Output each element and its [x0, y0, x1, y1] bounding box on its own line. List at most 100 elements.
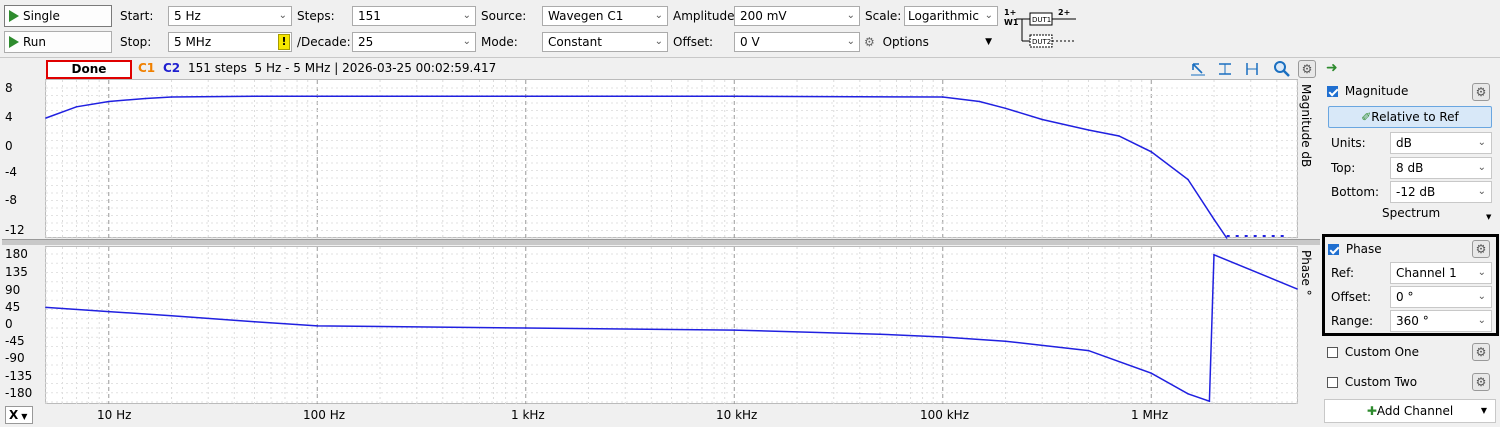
amplitude-input[interactable]: 200 mV ⌄ — [734, 6, 860, 26]
ref-select[interactable]: Channel 1 ⌄ — [1390, 262, 1492, 284]
cursor-icon[interactable] — [1190, 61, 1206, 77]
offset-input[interactable]: 0 V ⌄ — [734, 32, 860, 52]
phase-settings-icon[interactable]: ⚙ — [1472, 240, 1490, 258]
top-label: Top: — [1331, 161, 1356, 175]
plus-icon: ✚ — [1366, 404, 1377, 418]
phase-label: Phase — [1345, 242, 1382, 256]
plot-settings-icon[interactable]: ⚙ — [1298, 60, 1316, 78]
x-tick: 1 kHz — [511, 408, 545, 422]
magnitude-checkbox[interactable]: Magnitude — [1327, 84, 1408, 100]
plot-splitter[interactable] — [2, 239, 1320, 245]
y-tick: 4 — [5, 110, 13, 124]
x-tick: 100 Hz — [303, 408, 346, 422]
run-button[interactable]: Run — [4, 31, 112, 53]
phase-checkbox[interactable]: Phase — [1328, 242, 1382, 258]
y-tick: 135 — [5, 265, 28, 279]
units-select[interactable]: dB ⌄ — [1390, 132, 1492, 154]
y-tick: 8 — [5, 81, 13, 95]
checkbox-unchecked-icon — [1327, 347, 1338, 358]
chevron-down-icon: ⌄ — [654, 36, 663, 47]
decade-select[interactable]: 25 ⌄ — [352, 32, 476, 52]
custom-two-settings-icon[interactable]: ⚙ — [1472, 373, 1490, 391]
status-bar — [0, 58, 1320, 80]
phase-axis-title: Phase ° — [1299, 250, 1313, 296]
units-label: Units: — [1331, 136, 1366, 150]
relative-to-ref-button[interactable]: ✐Relative to Ref — [1328, 106, 1492, 128]
phase-offset-label: Offset: — [1331, 290, 1372, 304]
play-icon — [9, 10, 19, 22]
y-tick: -180 — [5, 386, 33, 400]
phase-plot — [45, 246, 1298, 404]
y-tick: -8 — [5, 193, 17, 207]
y-tick: 90 — [5, 283, 21, 297]
add-channel-button[interactable]: ✚Add Channel ▼ — [1324, 399, 1496, 423]
y-tick: -135 — [5, 369, 33, 383]
spectrum-button[interactable]: Spectrum — [1382, 206, 1441, 220]
channel-c1-toggle[interactable]: C1 — [138, 61, 156, 75]
warning-icon: ! — [278, 34, 290, 50]
channel-panel: ➜ Magnitude ⚙ ✐Relative to Ref Units: dB… — [1322, 58, 1500, 427]
steps-label: Steps: — [297, 9, 335, 23]
chevron-down-icon: ⌄ — [1477, 267, 1486, 278]
phase-offset-select[interactable]: 0 ° ⌄ — [1390, 286, 1492, 308]
steps-select[interactable]: 151 ⌄ — [352, 6, 476, 26]
x-tick: 100 kHz — [920, 408, 969, 422]
dropdown-arrow-icon: ▼ — [1486, 213, 1492, 221]
magnitude-plot — [45, 79, 1298, 238]
svg-text:DUT1: DUT1 — [1032, 16, 1051, 24]
source-select[interactable]: Wavegen C1 ⌄ — [542, 6, 668, 26]
x-axis-selector[interactable]: X ▼ — [5, 406, 33, 424]
scale-select[interactable]: Logarithmic ⌄ — [904, 6, 998, 26]
custom-one-checkbox[interactable]: Custom One — [1327, 345, 1419, 361]
svg-text:2+: 2+ — [1058, 8, 1070, 17]
start-label: Start: — [120, 9, 154, 23]
checkbox-checked-icon — [1327, 86, 1338, 97]
x-tick: 10 Hz — [97, 408, 132, 422]
scale-label: Scale: — [865, 9, 902, 23]
range-select[interactable]: 360 ° ⌄ — [1390, 310, 1492, 332]
options-button[interactable]: ⚙ Options ▼ — [864, 32, 998, 52]
dut-diagram: 1+ W1 DUT1 2+ DUT2 — [1004, 8, 1076, 48]
stop-input[interactable]: 5 MHz — [168, 32, 292, 52]
horizontal-cursor-icon[interactable] — [1217, 61, 1233, 77]
svg-text:W1: W1 — [1004, 18, 1019, 27]
magnitude-label: Magnitude — [1344, 84, 1409, 98]
chevron-down-icon: ⌄ — [462, 10, 471, 21]
magnitude-settings-icon[interactable]: ⚙ — [1472, 83, 1490, 101]
y-tick: -12 — [5, 223, 25, 237]
mode-select[interactable]: Constant ⌄ — [542, 32, 668, 52]
custom-one-settings-icon[interactable]: ⚙ — [1472, 343, 1490, 361]
single-button[interactable]: Single — [4, 5, 112, 27]
svg-text:1+: 1+ — [1004, 8, 1016, 17]
bottom-label: Bottom: — [1331, 185, 1380, 199]
range-label: Range: — [1331, 314, 1374, 328]
ref-label: Ref: — [1331, 266, 1355, 280]
chevron-down-icon: ⌄ — [984, 10, 993, 21]
zoom-icon[interactable] — [1273, 60, 1291, 78]
custom-two-label: Custom Two — [1344, 375, 1418, 389]
dropdown-arrow-icon: ▼ — [1480, 406, 1487, 415]
start-input[interactable]: 5 Hz ⌄ — [168, 6, 292, 26]
chevron-down-icon: ⌄ — [846, 10, 855, 21]
source-label: Source: — [481, 9, 527, 23]
y-tick: 180 — [5, 247, 28, 261]
amplitude-label: Amplitude: — [673, 9, 739, 23]
gear-icon: ⚙ — [864, 35, 875, 49]
chevron-down-icon: ⌄ — [654, 10, 663, 21]
vertical-cursor-icon[interactable] — [1244, 61, 1260, 77]
chevron-down-icon: ⌄ — [846, 36, 855, 47]
collapse-arrow-icon[interactable]: ➜ — [1326, 60, 1338, 76]
channel-c2-toggle[interactable]: C2 — [163, 61, 181, 75]
y-tick: 45 — [5, 300, 21, 314]
magnitude-axis-title: Magnitude dB — [1299, 84, 1313, 168]
y-tick: -4 — [5, 165, 17, 179]
options-label: Options — [882, 35, 929, 49]
x-tick: 1 MHz — [1131, 408, 1169, 422]
chevron-down-icon: ⌄ — [1477, 186, 1486, 197]
dropdown-arrow-icon: ▼ — [985, 37, 992, 47]
top-select[interactable]: 8 dB ⌄ — [1390, 157, 1492, 179]
bottom-select[interactable]: -12 dB ⌄ — [1390, 181, 1492, 203]
custom-two-checkbox[interactable]: Custom Two — [1327, 375, 1417, 391]
chevron-down-icon: ⌄ — [1477, 137, 1486, 148]
single-label: Single — [23, 9, 60, 23]
